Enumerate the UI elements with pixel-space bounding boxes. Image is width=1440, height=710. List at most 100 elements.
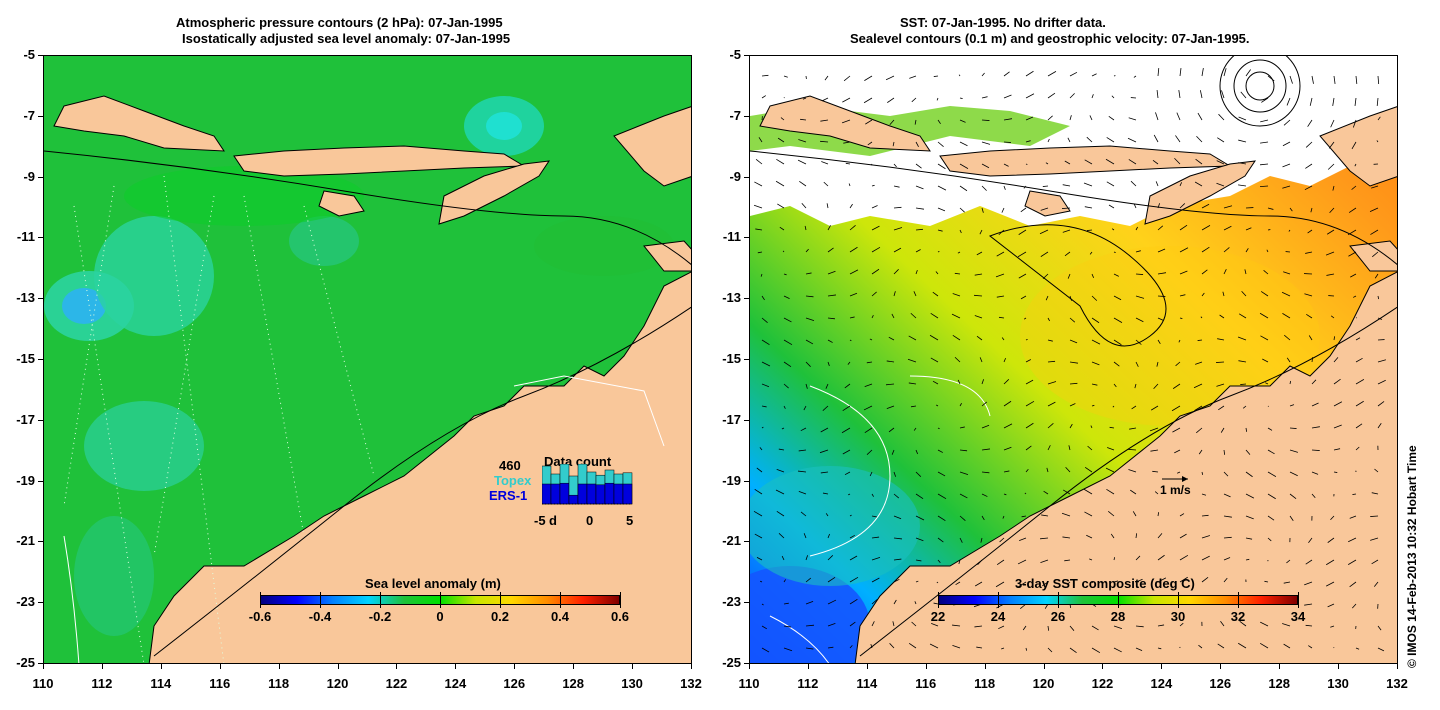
velocity-arrow [911, 97, 917, 103]
velocity-arrow [893, 227, 903, 231]
velocity-arrow [1201, 203, 1210, 209]
velocity-arrow [753, 510, 763, 517]
velocity-arrow [937, 537, 944, 543]
velocity-arrow [1108, 115, 1115, 121]
velocity-arrow [1377, 423, 1382, 429]
y-tick-label: -13 [16, 290, 35, 306]
velocity-arrow [1047, 423, 1054, 429]
velocity-arrow [783, 75, 788, 78]
velocity-arrow [937, 119, 941, 125]
ers1-bar [559, 482, 570, 505]
velocity-arrow [1042, 581, 1049, 587]
velocity-arrow [1083, 488, 1093, 495]
velocity-arrow [761, 383, 770, 388]
velocity-arrow [1084, 467, 1093, 473]
velocity-arrow [1111, 228, 1115, 231]
velocity-arrow [1025, 93, 1035, 99]
velocity-arrow [849, 514, 852, 517]
velocity-arrow [798, 139, 807, 143]
velocity-arrow [981, 119, 990, 121]
y-tick-label: -15 [16, 351, 35, 366]
velocity-arrow [893, 269, 899, 275]
velocity-arrow [805, 555, 809, 561]
velocity-arrow [1311, 449, 1320, 451]
velocity-arrow [867, 141, 873, 146]
velocity-arrow [1355, 400, 1364, 407]
velocity-arrow [821, 161, 829, 165]
velocity-arrow [1220, 621, 1225, 627]
y-tick-label: -15 [722, 351, 741, 366]
velocity-arrow [841, 427, 851, 434]
velocity-arrow [1069, 647, 1077, 654]
velocity-arrow [1218, 405, 1225, 411]
inset-tick-five: 5 [626, 513, 634, 528]
velocity-arrow [1348, 207, 1357, 213]
velocity-arrow [1091, 339, 1101, 345]
y-tick-label: -5 [23, 47, 35, 62]
velocity-arrow [981, 401, 988, 407]
velocity-arrow [929, 643, 939, 649]
velocity-arrow [1221, 90, 1225, 99]
velocity-arrow [761, 339, 770, 346]
velocity-arrow [800, 427, 807, 432]
x-tick-mark [396, 664, 398, 669]
velocity-arrow [869, 338, 873, 341]
velocity-arrow [761, 74, 769, 77]
velocity-arrow [871, 598, 878, 605]
velocity-arrow [915, 185, 924, 190]
velocity-arrow [893, 578, 900, 583]
velocity-arrow [1106, 181, 1115, 187]
velocity-scale-label: 1 m/s [1160, 483, 1191, 497]
velocity-arrow [827, 294, 837, 297]
velocity-arrow [891, 449, 895, 455]
velocity-arrow [778, 448, 785, 451]
velocity-arrow [871, 246, 881, 253]
velocity-arrow [1307, 229, 1313, 234]
velocity-arrow [870, 643, 873, 649]
velocity-arrow [1113, 625, 1123, 629]
y-tick-label: -7 [23, 107, 35, 123]
velocity-arrow [976, 251, 983, 256]
velocity-arrow [866, 449, 873, 456]
velocity-arrow [1377, 379, 1386, 385]
velocity-arrow [915, 471, 922, 477]
velocity-arrow [1134, 383, 1137, 389]
velocity-arrow [843, 75, 851, 82]
velocity-arrow [863, 97, 873, 104]
x-tick-mark [1102, 664, 1104, 669]
velocity-arrow [1113, 295, 1122, 301]
velocity-arrow [1069, 403, 1076, 407]
left-title-line2: Isostatically adjusted sea level anomaly… [182, 31, 511, 46]
left-title-line1: Atmospheric pressure contours (2 hPa): 0… [176, 15, 503, 30]
velocity-arrow [1042, 185, 1049, 187]
velocity-arrow [1177, 471, 1181, 474]
velocity-arrow [979, 357, 983, 363]
velocity-arrow [929, 334, 939, 341]
x-tick-label: 114 [150, 676, 172, 691]
velocity-arrow [805, 248, 809, 253]
y-tick-mark [744, 480, 749, 482]
velocity-arrow [1065, 466, 1071, 473]
velocity-arrow [871, 536, 880, 539]
velocity-arrow [1351, 603, 1357, 609]
velocity-arrow [1025, 647, 1028, 651]
velocity-arrow [1018, 229, 1027, 235]
velocity-arrow [959, 537, 963, 543]
velocity-arrow [1179, 224, 1188, 231]
velocity-arrow [1309, 97, 1313, 106]
velocity-arrow [1196, 135, 1203, 143]
velocity-arrow [1069, 93, 1075, 99]
velocity-arrow [800, 511, 807, 517]
velocity-arrow [1201, 292, 1205, 297]
velocity-arrow [1135, 226, 1138, 231]
velocity-arrow [1003, 163, 1009, 167]
y-tick-mark [38, 237, 43, 239]
x-tick-label: 110 [738, 676, 760, 691]
velocity-arrow [1135, 317, 1144, 323]
y-tick-mark [38, 602, 43, 604]
y-tick-mark [38, 663, 43, 664]
velocity-arrow [1218, 113, 1225, 121]
velocity-arrow [1171, 405, 1181, 412]
velocity-arrow [1172, 383, 1181, 389]
x-tick-mark [278, 664, 280, 669]
